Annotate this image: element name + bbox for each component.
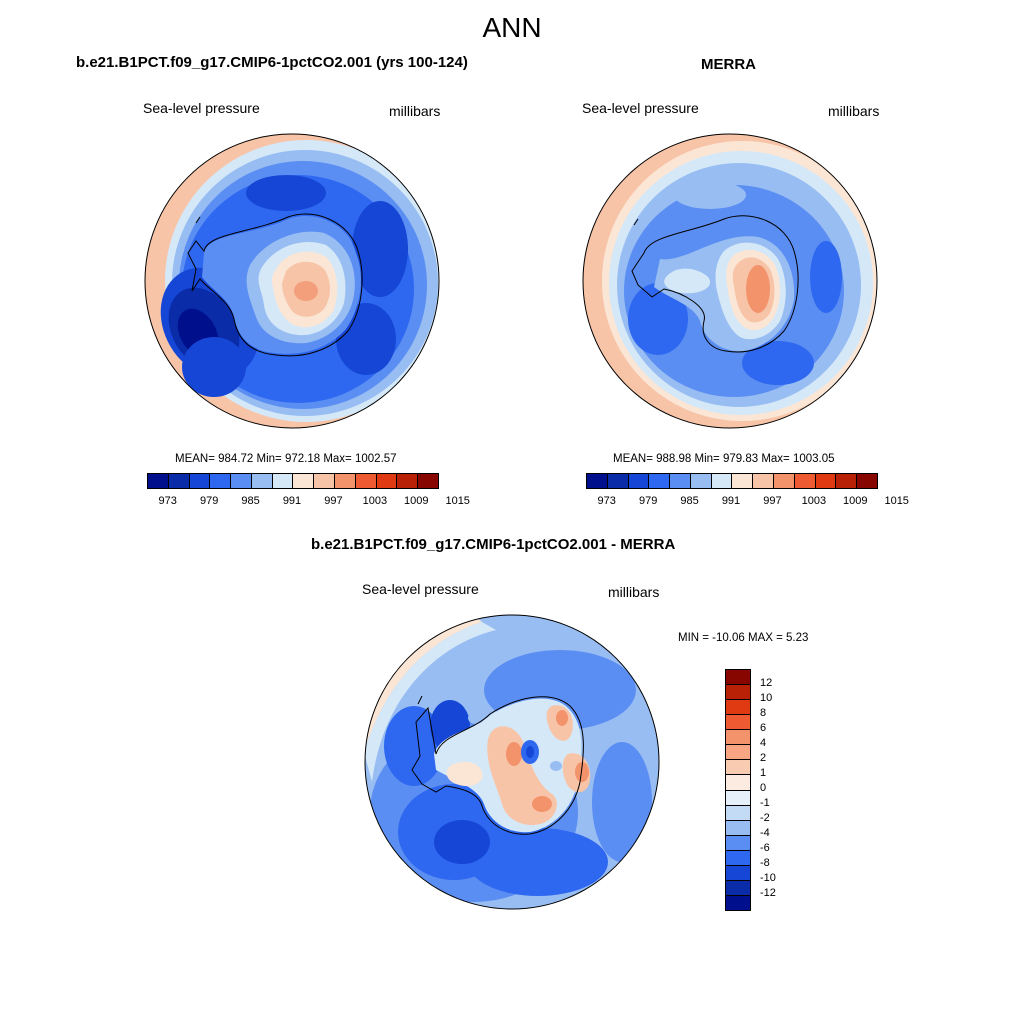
- model-polar-map: [144, 133, 440, 429]
- diff-colorbar: [725, 669, 751, 911]
- diff-stats: MIN = -10.06 MAX = 5.23: [678, 632, 809, 644]
- colorbar-swatch: [726, 805, 750, 821]
- colorbar-tick-label: 12: [760, 677, 773, 689]
- colorbar-swatch: [711, 474, 733, 488]
- colorbar-tick-label: 0: [760, 782, 767, 794]
- colorbar-swatch: [732, 474, 754, 488]
- colorbar-swatch: [231, 474, 252, 488]
- diff-variable-label: Sea-level pressure: [362, 581, 479, 597]
- colorbar-swatch: [335, 474, 356, 488]
- colorbar-tick-label: 997: [324, 495, 343, 507]
- colorbar-swatch: [397, 474, 419, 488]
- colorbar-swatch: [836, 474, 858, 488]
- colorbar-tick-label: 1003: [801, 495, 827, 507]
- colorbar-tick-label: 1003: [362, 495, 388, 507]
- colorbar-tick-label: -6: [760, 842, 770, 854]
- obs-colorbar: [586, 473, 878, 489]
- figure-title: ANN: [482, 12, 542, 43]
- colorbar-tick-label: 1: [760, 767, 767, 779]
- colorbar-tick-label: 1015: [445, 495, 470, 507]
- colorbar-swatch: [670, 474, 691, 488]
- colorbar-tick-label: 979: [638, 495, 658, 507]
- colorbar-swatch: [314, 474, 336, 488]
- colorbar-swatch: [690, 474, 712, 488]
- colorbar-tick-label: 6: [760, 722, 767, 734]
- colorbar-swatch: [587, 474, 608, 488]
- model-units-label: millibars: [389, 103, 441, 119]
- colorbar-swatch: [418, 474, 438, 488]
- colorbar-tick-label: 985: [241, 495, 260, 507]
- diff-units-label: millibars: [608, 584, 660, 600]
- colorbar-tick-label: 973: [597, 495, 616, 507]
- colorbar-swatch: [726, 820, 750, 836]
- colorbar-swatch: [251, 474, 273, 488]
- colorbar-tick-label: -12: [760, 887, 776, 899]
- colorbar-tick-label: 1009: [404, 495, 429, 507]
- colorbar-tick-label: 1009: [843, 495, 868, 507]
- model-variable-label: Sea-level pressure: [143, 100, 260, 116]
- colorbar-swatch: [794, 474, 816, 488]
- colorbar-swatch: [148, 474, 169, 488]
- colorbar-tick-label: 10: [760, 692, 773, 704]
- colorbar-swatch: [293, 474, 315, 488]
- colorbar-swatch: [272, 474, 294, 488]
- colorbar-swatch: [726, 835, 750, 851]
- model-panel-title: b.e21.B1PCT.f09_g17.CMIP6-1pctCO2.001 (y…: [76, 54, 468, 71]
- colorbar-tick-label: 991: [721, 495, 741, 507]
- colorbar-tick-label: -1: [760, 797, 770, 809]
- model-stats: MEAN= 984.72 Min= 972.18 Max= 1002.57: [175, 453, 397, 465]
- colorbar-swatch: [753, 474, 775, 488]
- colorbar-swatch: [189, 474, 211, 488]
- colorbar-swatch: [649, 474, 671, 488]
- colorbar-tick-label: -8: [760, 857, 770, 869]
- colorbar-tick-label: 2: [760, 752, 767, 764]
- colorbar-swatch: [726, 700, 750, 716]
- obs-variable-label: Sea-level pressure: [582, 100, 699, 116]
- colorbar-swatch: [726, 760, 750, 776]
- diff-polar-map: [364, 614, 660, 910]
- colorbar-swatch: [726, 730, 750, 746]
- colorbar-swatch: [815, 474, 837, 488]
- colorbar-tick-label: 8: [760, 707, 767, 719]
- colorbar-swatch: [726, 715, 750, 731]
- colorbar-swatch: [774, 474, 795, 488]
- colorbar-tick-label: 973: [158, 495, 177, 507]
- colorbar-tick-label: 997: [763, 495, 782, 507]
- colorbar-tick-label: 991: [282, 495, 302, 507]
- colorbar-swatch: [726, 865, 750, 881]
- colorbar-swatch: [355, 474, 377, 488]
- diff-panel-title: b.e21.B1PCT.f09_g17.CMIP6-1pctCO2.001 - …: [311, 536, 676, 553]
- colorbar-tick-label: 1015: [884, 495, 909, 507]
- colorbar-tick-label: -4: [760, 827, 770, 839]
- colorbar-swatch: [726, 850, 750, 866]
- obs-panel-title: MERRA: [701, 56, 756, 73]
- colorbar-tick-label: -10: [760, 872, 776, 884]
- colorbar-swatch: [726, 790, 750, 806]
- colorbar-swatch: [726, 745, 750, 761]
- colorbar-swatch: [210, 474, 232, 488]
- colorbar-tick-label: 979: [199, 495, 219, 507]
- model-colorbar: [147, 473, 439, 489]
- colorbar-tick-label: -2: [760, 812, 770, 824]
- colorbar-tick-label: 985: [680, 495, 699, 507]
- colorbar-swatch: [726, 685, 750, 701]
- colorbar-tick-label: 4: [760, 737, 767, 749]
- colorbar-swatch: [628, 474, 650, 488]
- colorbar-swatch: [168, 474, 190, 488]
- obs-polar-map: [582, 133, 878, 429]
- obs-stats: MEAN= 988.98 Min= 979.83 Max= 1003.05: [613, 453, 835, 465]
- colorbar-swatch: [607, 474, 629, 488]
- colorbar-swatch: [857, 474, 877, 488]
- colorbar-swatch: [726, 670, 750, 686]
- obs-units-label: millibars: [828, 103, 880, 119]
- colorbar-swatch: [726, 880, 750, 896]
- colorbar-swatch: [726, 895, 750, 910]
- colorbar-swatch: [376, 474, 398, 488]
- colorbar-swatch: [726, 775, 750, 791]
